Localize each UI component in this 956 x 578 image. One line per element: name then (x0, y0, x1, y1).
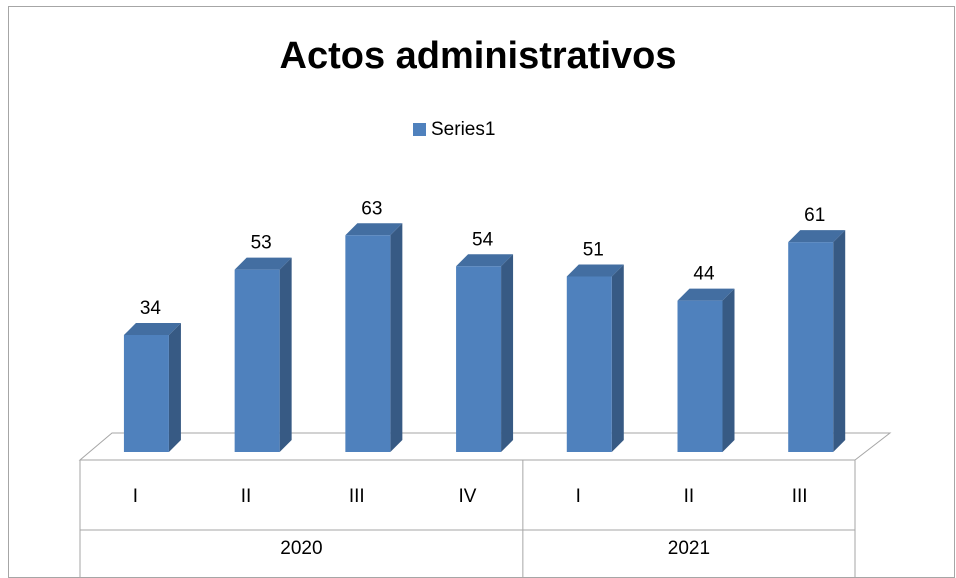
floor (78, 432, 892, 461)
bar-front (345, 235, 391, 452)
bar (456, 254, 514, 452)
bar-front (234, 269, 280, 452)
bar-top (677, 288, 735, 301)
bar-side (833, 230, 846, 452)
group-label: 2021 (668, 538, 710, 559)
bar-top (345, 223, 403, 236)
x-tick-label: III (349, 486, 365, 507)
group-label: 2020 (280, 538, 322, 559)
bar-side (722, 288, 735, 452)
x-tick-label: III (792, 486, 808, 507)
x-tick-label: IV (459, 486, 477, 507)
data-label: 51 (583, 240, 604, 261)
legend-label: Series1 (431, 119, 495, 140)
bar (123, 323, 181, 452)
bar-top (788, 230, 846, 243)
bar (345, 223, 403, 452)
legend-swatch (413, 123, 426, 136)
data-label: 63 (361, 198, 382, 219)
x-tick-label: II (684, 486, 695, 507)
data-label: 34 (140, 298, 162, 319)
bar-top (566, 264, 624, 277)
bar (234, 257, 292, 452)
bar-front (123, 335, 169, 452)
bar-front (456, 266, 502, 452)
bar (677, 288, 735, 452)
x-tick-label: II (241, 486, 252, 507)
bar-front (566, 276, 612, 452)
bar-top (123, 323, 181, 336)
bar (788, 230, 846, 452)
x-tick-label: I (576, 486, 581, 507)
bar-front (788, 242, 834, 452)
chart-title: Actos administrativos (280, 35, 677, 77)
bar-side (168, 323, 181, 452)
bar-side (611, 264, 624, 452)
data-label: 54 (472, 229, 494, 250)
bar-top (234, 257, 292, 270)
x-tick-label: I (133, 486, 138, 507)
data-label: 44 (693, 264, 715, 285)
bar-side (501, 254, 514, 452)
bar (566, 264, 624, 452)
bar-front (677, 300, 723, 452)
bar-side (279, 257, 292, 452)
data-label: 53 (251, 233, 272, 254)
data-label: 61 (804, 205, 825, 226)
bar-top (456, 254, 514, 267)
bar-side (390, 223, 403, 452)
